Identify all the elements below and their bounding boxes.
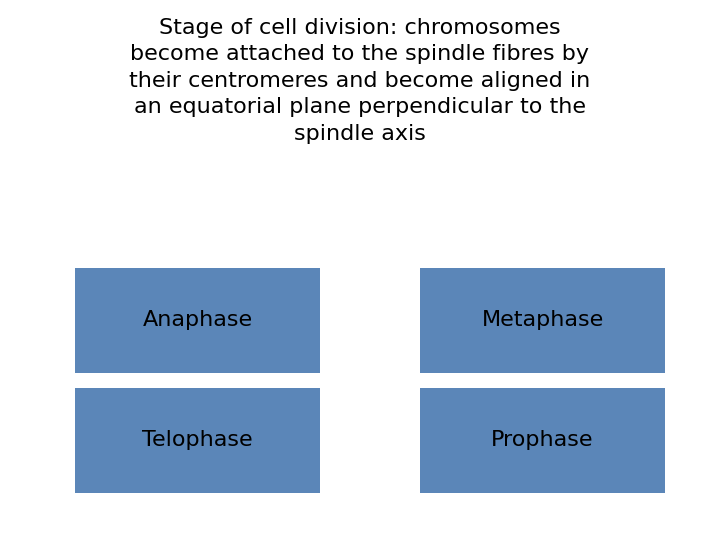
Text: Prophase: Prophase xyxy=(491,430,594,450)
FancyBboxPatch shape xyxy=(420,268,665,373)
FancyBboxPatch shape xyxy=(75,388,320,493)
Text: Anaphase: Anaphase xyxy=(143,310,253,330)
Text: Stage of cell division: chromosomes
become attached to the spindle fibres by
the: Stage of cell division: chromosomes beco… xyxy=(130,18,590,144)
FancyBboxPatch shape xyxy=(75,268,320,373)
Text: Telophase: Telophase xyxy=(142,430,253,450)
FancyBboxPatch shape xyxy=(420,388,665,493)
Text: Metaphase: Metaphase xyxy=(482,310,603,330)
